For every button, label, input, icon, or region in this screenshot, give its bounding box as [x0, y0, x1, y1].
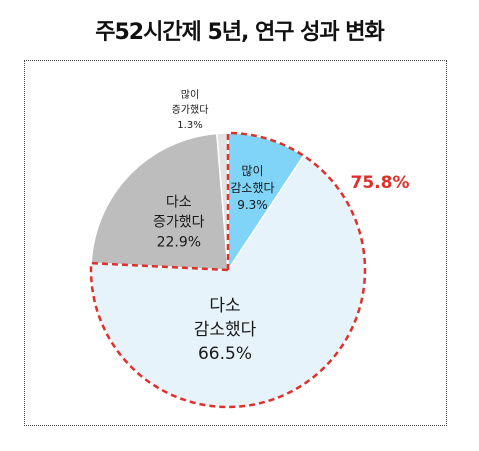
slice-label-3-line-1: 증가했다 — [172, 103, 209, 116]
chart-frame — [24, 60, 447, 426]
slice-value-label-3: 1.3% — [177, 120, 202, 131]
slice-label-1-line-0: 다소 — [209, 296, 240, 316]
highlight-outline — [89, 131, 367, 409]
slice-label-2-line-1: 증가했다 — [153, 214, 205, 230]
slice-label-3-line-0: 많이 — [181, 89, 199, 101]
slice-value-label-2: 22.9% — [157, 234, 201, 250]
slice-value-label-1: 66.5% — [198, 344, 252, 364]
pie-slice-2 — [90, 132, 229, 271]
slice-label-1-line-1: 감소했다 — [194, 320, 257, 340]
slice-value-label-0: 9.3% — [237, 198, 268, 212]
slice-label-0-line-1: 감소했다 — [230, 181, 274, 195]
chart-title: 주52시간제 5년, 연구 성과 변화 — [95, 20, 385, 45]
highlight-total-label: 75.8% — [351, 173, 410, 193]
slice-label-2-line-0: 다소 — [166, 194, 192, 210]
slice-label-0-line-0: 많이 — [241, 164, 263, 178]
pie-slice-3 — [216, 132, 229, 271]
